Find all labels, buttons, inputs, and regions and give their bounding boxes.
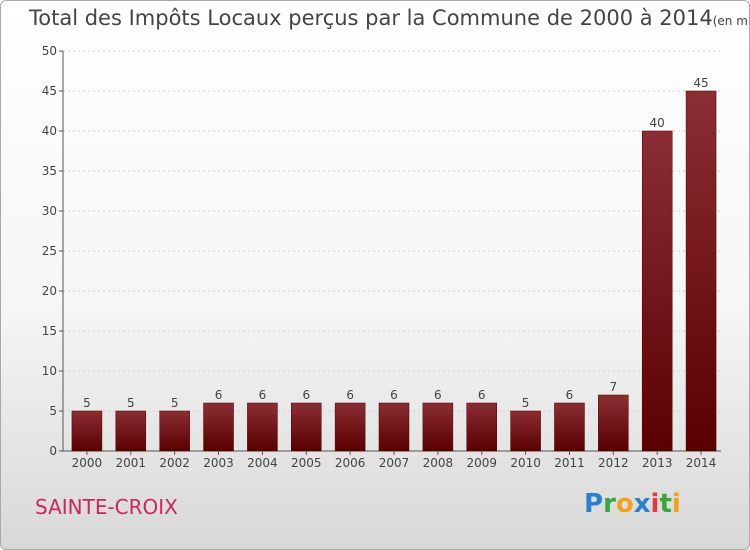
- data-label: 6: [302, 388, 310, 402]
- bar: [247, 402, 278, 452]
- x-tick-label: 2004: [247, 456, 278, 470]
- y-tick-label: 5: [49, 404, 57, 418]
- y-tick-label: 30: [42, 204, 57, 218]
- logo-letter: o: [615, 489, 634, 519]
- y-tick-label: 50: [42, 44, 57, 58]
- bar: [203, 402, 234, 452]
- chart-title-unit: (en milliers d'€): [712, 14, 750, 28]
- x-tick-label: 2012: [598, 456, 629, 470]
- bar: [334, 402, 366, 452]
- y-tick-label: 10: [42, 364, 57, 378]
- data-label: 6: [434, 388, 442, 402]
- y-tick-label: 15: [42, 324, 57, 338]
- data-label: 5: [127, 396, 135, 410]
- x-tick-label: 2009: [466, 456, 497, 470]
- x-tick-label: 2008: [423, 456, 454, 470]
- data-label: 5: [83, 396, 91, 410]
- bar: [291, 402, 322, 452]
- bar: [641, 130, 673, 452]
- x-tick-label: 2010: [510, 456, 541, 470]
- bar: [466, 402, 497, 452]
- bar: [71, 410, 103, 452]
- data-label: 5: [522, 396, 530, 410]
- x-tick-label: 2006: [335, 456, 366, 470]
- data-label: 6: [215, 388, 223, 402]
- data-label: 40: [650, 116, 665, 130]
- bar: [554, 402, 585, 452]
- logo-letter: P: [584, 489, 604, 519]
- data-label: 45: [693, 76, 708, 90]
- logo-letter: i: [650, 489, 660, 519]
- y-tick-label: 0: [49, 444, 57, 458]
- x-tick-label: 2005: [291, 456, 322, 470]
- bar: [598, 394, 629, 452]
- logo-letter: i: [671, 489, 681, 519]
- bar: [115, 410, 147, 452]
- y-tick-label: 35: [42, 164, 57, 178]
- bar: [378, 402, 410, 452]
- commune-name: SAINTE-CROIX: [35, 495, 178, 519]
- data-label: 7: [610, 380, 618, 394]
- logo-letter: r: [603, 489, 616, 519]
- x-tick-label: 2011: [554, 456, 585, 470]
- x-tick-label: 2001: [116, 456, 147, 470]
- chart-title-main: Total des Impôts Locaux perçus par la Co…: [29, 6, 713, 30]
- proxiti-logo: Proxiti: [584, 489, 681, 519]
- y-tick-label: 25: [42, 244, 57, 258]
- x-tick-label: 2003: [203, 456, 234, 470]
- data-label: 6: [390, 388, 398, 402]
- x-tick-label: 2000: [72, 456, 103, 470]
- data-label: 6: [346, 388, 354, 402]
- y-tick-label: 40: [42, 124, 57, 138]
- x-tick-label: 2014: [686, 456, 717, 470]
- y-tick-label: 20: [42, 284, 57, 298]
- bar: [159, 410, 190, 452]
- data-label: 6: [259, 388, 267, 402]
- logo-letter: x: [633, 489, 651, 519]
- y-tick-label: 45: [42, 84, 57, 98]
- bar: [685, 90, 717, 452]
- x-tick-label: 2002: [159, 456, 190, 470]
- logo-letter: t: [659, 489, 672, 519]
- bar: [422, 402, 454, 452]
- data-label: 5: [171, 396, 179, 410]
- bar: [510, 410, 541, 452]
- x-tick-label: 2013: [642, 456, 673, 470]
- data-label: 6: [478, 388, 486, 402]
- x-tick-label: 2007: [379, 456, 410, 470]
- data-label: 6: [566, 388, 574, 402]
- chart-title: Total des Impôts Locaux perçus par la Co…: [29, 6, 750, 30]
